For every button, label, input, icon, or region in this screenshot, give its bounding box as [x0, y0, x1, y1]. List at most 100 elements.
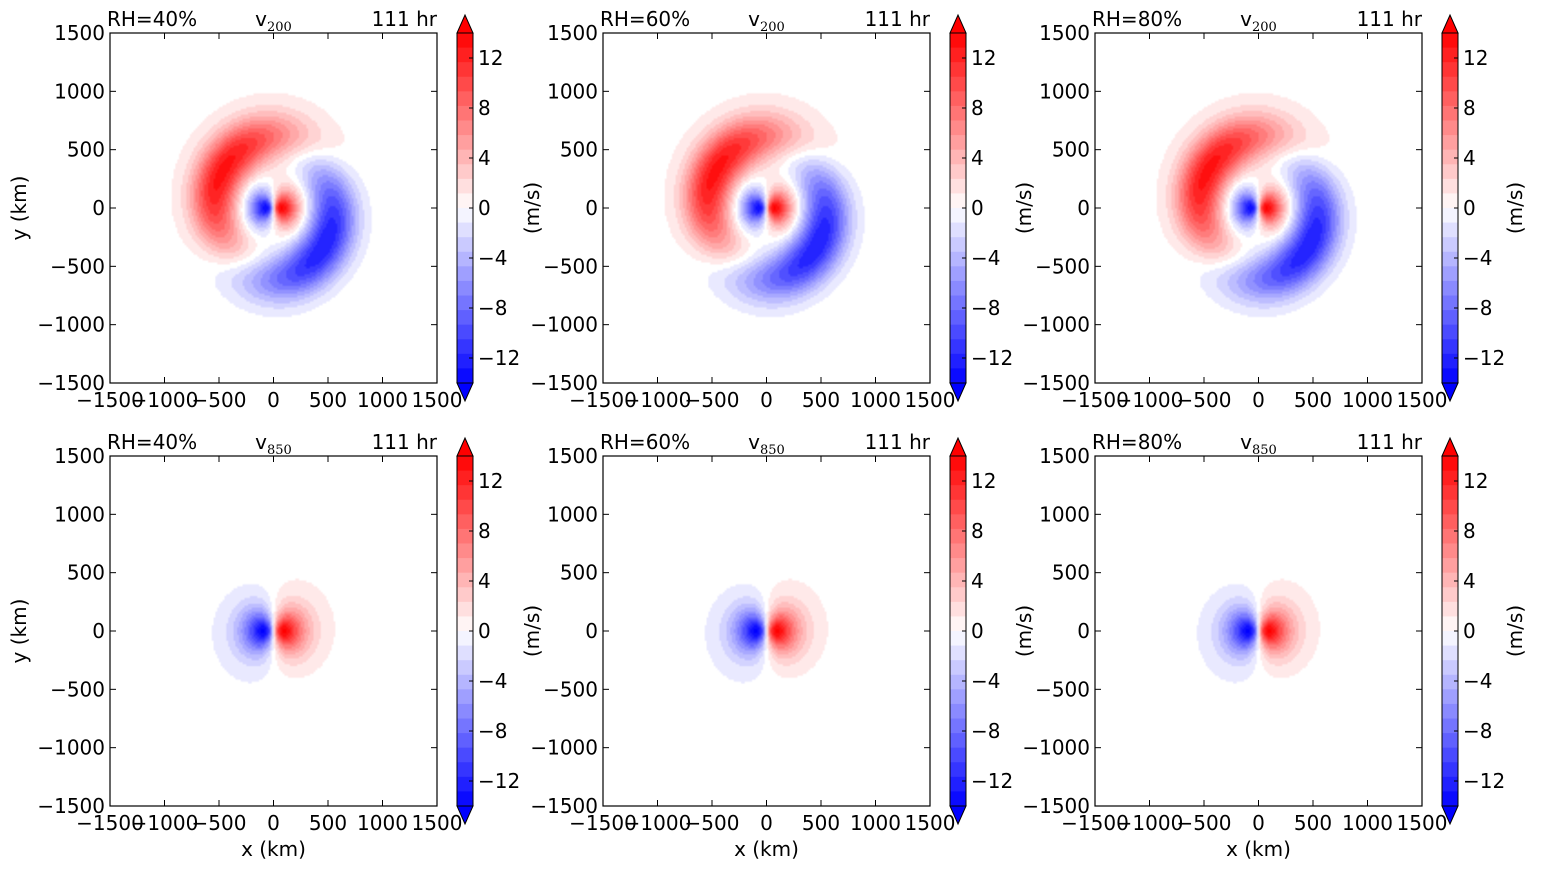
y-tick-label: −500 — [543, 254, 598, 278]
colorbar-level — [1442, 616, 1458, 632]
colorbar-level — [457, 703, 473, 720]
colorbar-level — [1442, 222, 1458, 238]
colorbar-level — [1442, 776, 1458, 793]
colorbar-tick-label: −12 — [1463, 769, 1505, 793]
colorbar-level — [1442, 91, 1458, 107]
y-tick-label: 500 — [1052, 561, 1090, 585]
colorbar-level — [1442, 76, 1458, 92]
x-tick-label: 500 — [309, 811, 347, 835]
x-tick-label: −500 — [685, 811, 740, 835]
colorbar-level — [457, 528, 473, 545]
y-tick-label: −500 — [1035, 677, 1090, 701]
colorbar: 12 8 4 0 −4 −8 −12 (m/s) — [520, 13, 1013, 403]
colorbar-tick-label: 8 — [971, 96, 984, 120]
colorbar-extend-max — [456, 436, 474, 457]
panel-field — [603, 456, 930, 806]
colorbar-tick-label: 4 — [971, 146, 984, 170]
y-tick-label: 500 — [67, 138, 105, 162]
colorbar-level — [1442, 120, 1458, 136]
panel-variable-title: v200 — [1240, 7, 1277, 35]
colorbar-tick-label: −12 — [1463, 346, 1505, 370]
colorbar-level — [1442, 645, 1458, 661]
colorbar-level — [457, 178, 473, 195]
colorbar-level — [950, 791, 966, 807]
colorbar-level — [457, 747, 473, 763]
x-tick-label: −1000 — [131, 811, 199, 835]
colorbar-level — [950, 62, 966, 78]
colorbar-level — [457, 674, 473, 690]
colorbar-level — [950, 310, 966, 326]
colorbar-level — [950, 193, 966, 209]
colorbar-tick-label: 12 — [478, 46, 503, 70]
colorbar-extend-max — [456, 13, 474, 34]
colorbar-level — [457, 572, 473, 588]
y-tick-label: 0 — [585, 619, 598, 643]
x-tick-label: −500 — [192, 388, 247, 412]
y-tick-label: −1500 — [530, 371, 598, 395]
colorbar-level — [457, 514, 473, 530]
x-tick-label: −1000 — [624, 388, 692, 412]
colorbar-tick-label: −12 — [971, 769, 1013, 793]
colorbar-tick-label: 0 — [1463, 196, 1476, 220]
y-tick-label: 500 — [1052, 138, 1090, 162]
x-tick-label: −1000 — [1116, 388, 1184, 412]
colorbar-tick-label: −4 — [1463, 669, 1492, 693]
x-tick-label: 1500 — [412, 811, 463, 835]
colorbar-level — [950, 208, 966, 224]
colorbar-level — [1442, 310, 1458, 326]
panel-rh-title: RH=60% — [600, 430, 690, 454]
y-tick-label: 1500 — [547, 444, 598, 468]
x-tick-label: 1000 — [1342, 388, 1393, 412]
panel-time-title: 111 hr — [372, 430, 438, 454]
panel-rh-title: RH=40% — [107, 7, 197, 31]
panel-rh-title: RH=60% — [600, 7, 690, 31]
colorbar-level — [457, 164, 473, 180]
colorbar-level — [1442, 660, 1458, 676]
colorbar-level — [457, 105, 473, 122]
colorbar-level — [1442, 733, 1458, 749]
panel-field — [1095, 33, 1422, 383]
colorbar-level — [457, 324, 473, 340]
panel-variable-title: v850 — [1240, 430, 1277, 458]
colorbar-level — [950, 689, 966, 705]
x-tick-label: −500 — [1177, 388, 1232, 412]
colorbar-level — [1442, 164, 1458, 180]
colorbar-tick-label: 0 — [478, 196, 491, 220]
colorbar: 12 8 4 0 −4 −8 −12 (m/s) — [1012, 13, 1505, 403]
colorbar-level — [457, 62, 473, 78]
colorbar-tick-label: 12 — [478, 469, 503, 493]
colorbar-level — [1442, 135, 1458, 151]
variable-subscript: 850 — [267, 443, 292, 458]
panel-axes: −1500−1000−500 0 500 1000 1500150010005000−5… — [530, 430, 955, 861]
panel-axes: −1500−1000−500 0 500 1000 1500150010005000−5… — [530, 7, 955, 412]
panel-time-title: 111 hr — [1357, 430, 1423, 454]
variable-name: v — [748, 430, 760, 454]
panel-field — [1095, 456, 1422, 806]
x-axis-label: x (km) — [734, 837, 799, 861]
colorbar-level — [950, 222, 966, 238]
y-tick-label: 0 — [1077, 196, 1090, 220]
colorbar-level — [457, 718, 473, 734]
colorbar-level — [950, 645, 966, 661]
colorbar-tick-label: −8 — [478, 719, 507, 743]
panel-axes: −1500−1000−500 0 500 1000 1500150010005000−5… — [1022, 430, 1447, 861]
x-tick-label: −1500 — [76, 388, 144, 412]
colorbar-level — [1442, 251, 1458, 267]
colorbar-level — [457, 120, 473, 136]
y-tick-label: −500 — [1035, 254, 1090, 278]
y-tick-label: −1500 — [1022, 794, 1090, 818]
colorbar-level — [1442, 208, 1458, 224]
colorbar-level — [1442, 747, 1458, 763]
colorbar-label: (m/s) — [1012, 182, 1036, 234]
panel-rh-title: RH=80% — [1092, 430, 1182, 454]
panel-variable-title: v850 — [255, 430, 292, 458]
variable-subscript: 200 — [1252, 20, 1277, 35]
colorbar-level — [950, 703, 966, 720]
colorbar-tick-label: −12 — [971, 346, 1013, 370]
colorbar-level — [1442, 601, 1458, 618]
x-tick-label: 1500 — [1397, 811, 1448, 835]
colorbar-level — [457, 251, 473, 267]
x-tick-label: −1000 — [131, 388, 199, 412]
y-axis-label: y (km) — [7, 176, 31, 241]
colorbar-level — [950, 572, 966, 588]
